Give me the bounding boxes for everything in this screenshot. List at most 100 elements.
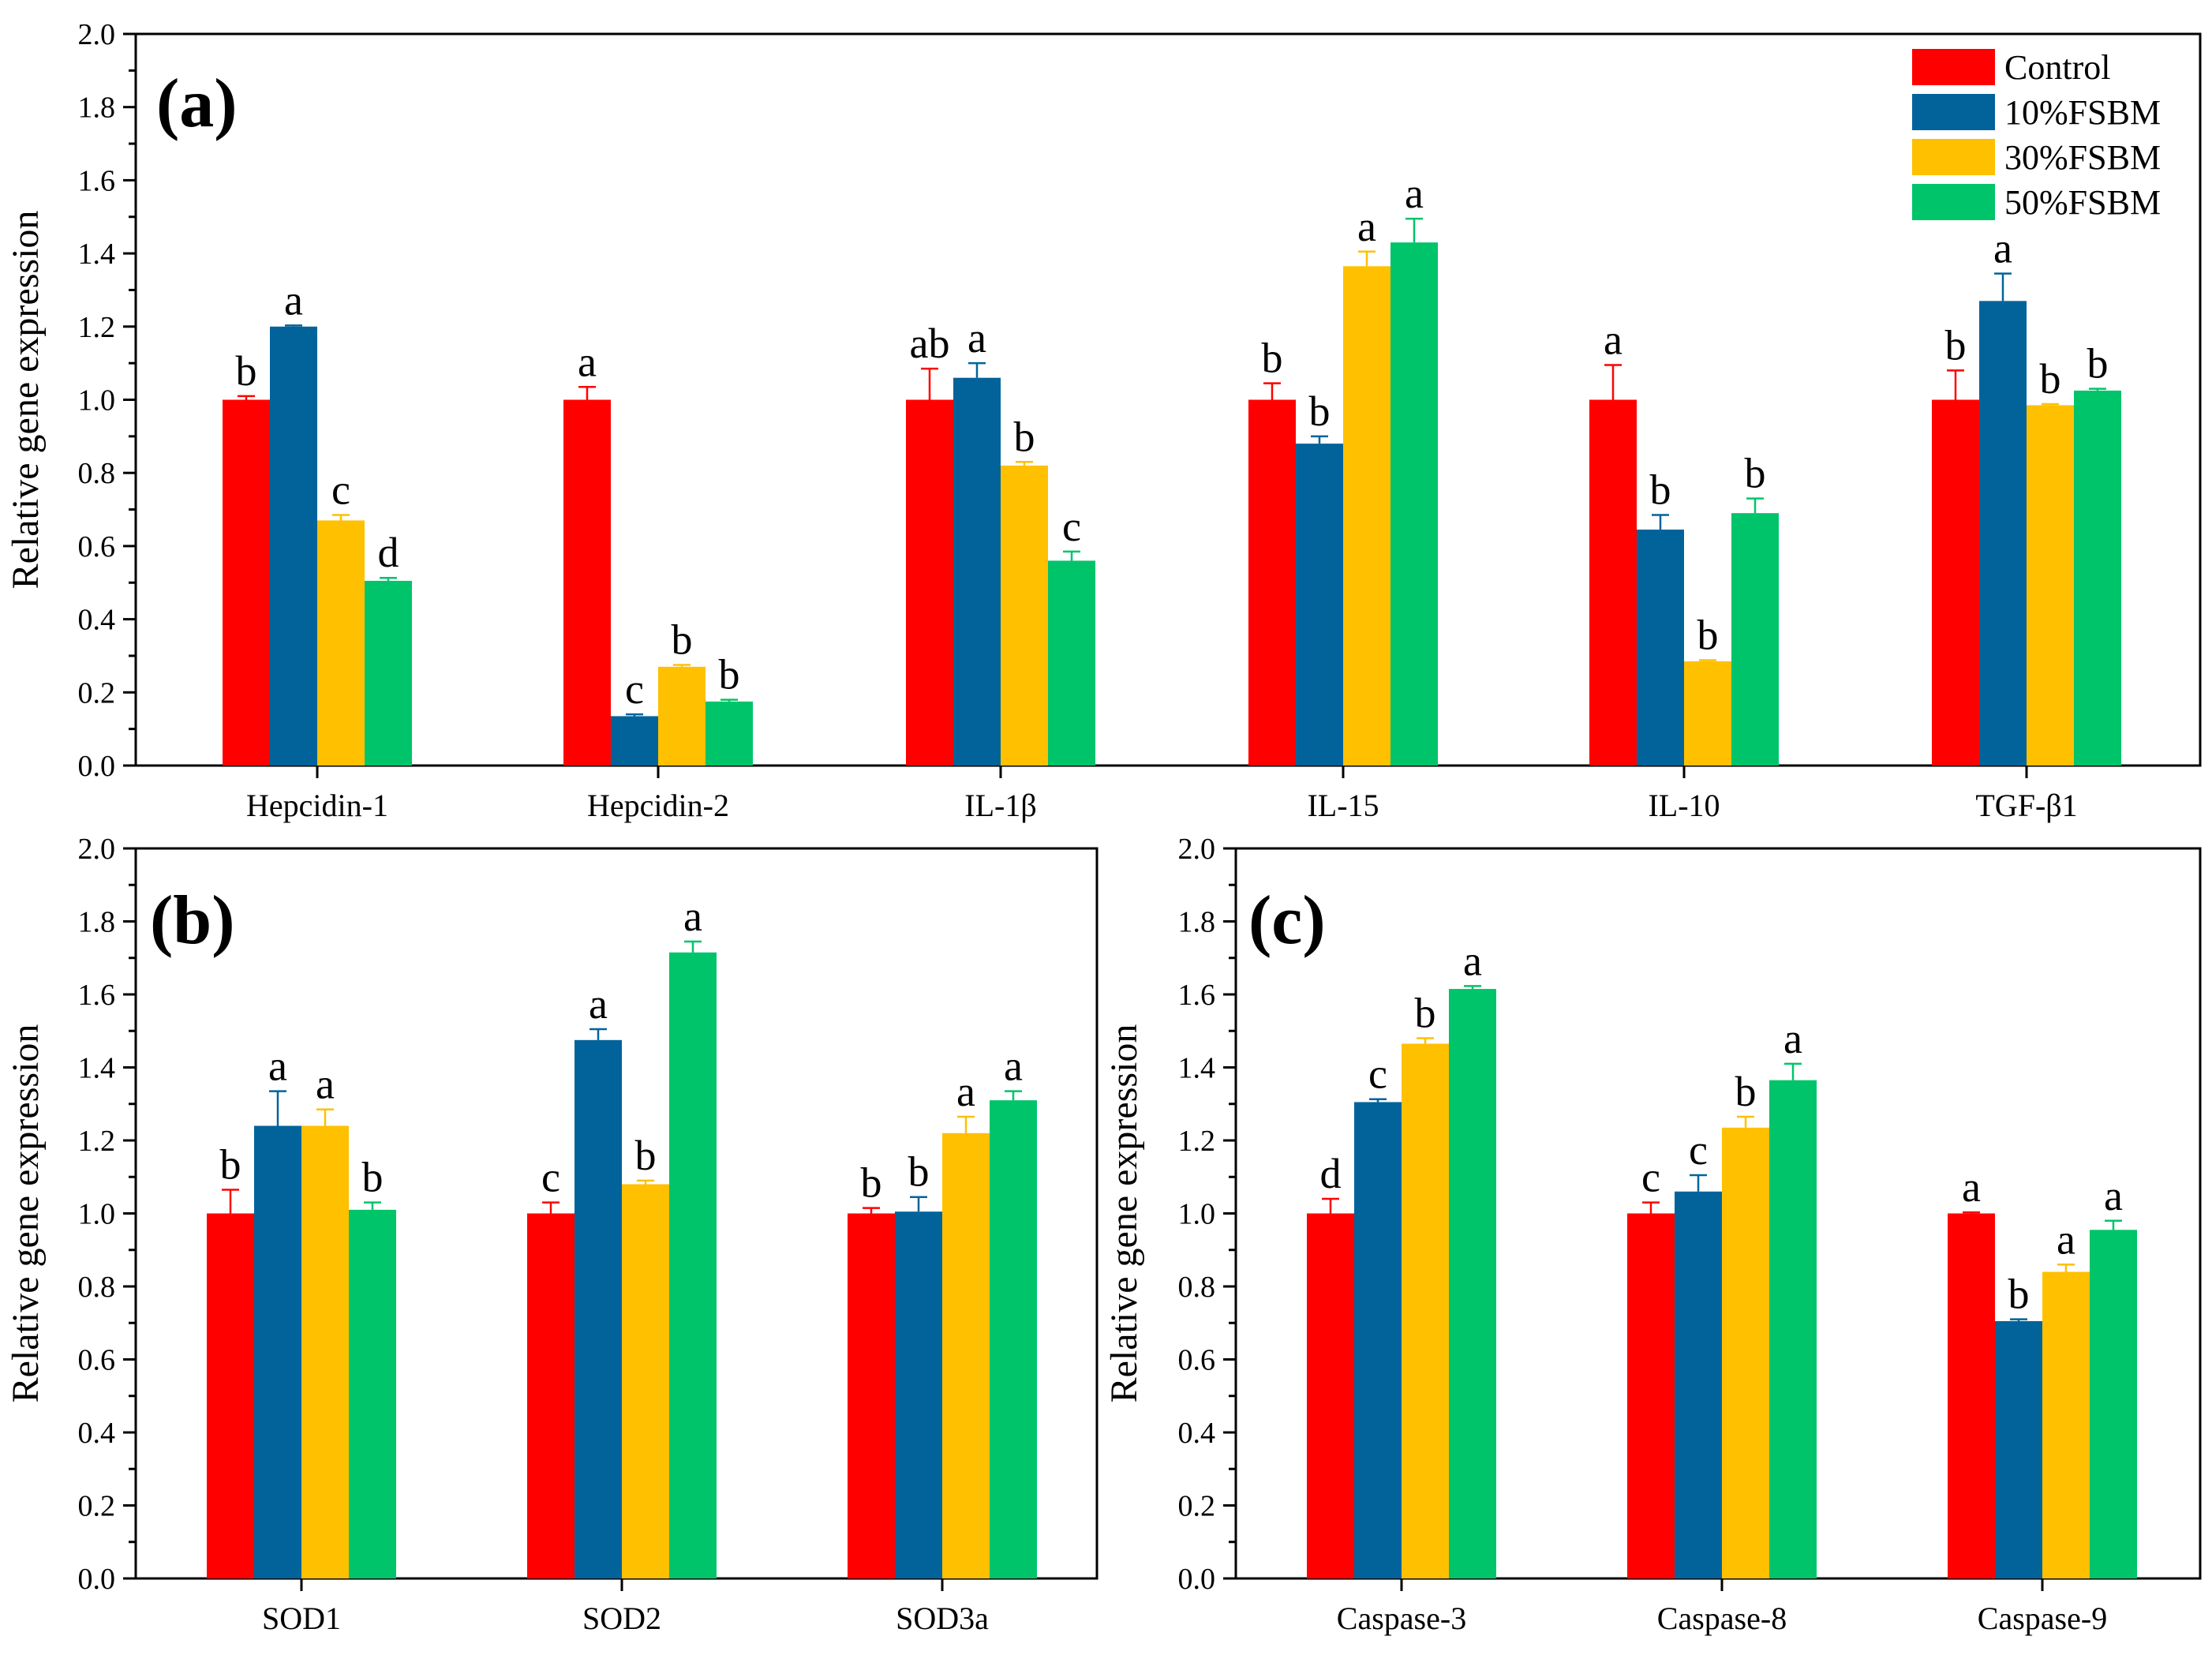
legend-swatch-control bbox=[1912, 49, 1995, 85]
y-axis-title: Relative gene expression bbox=[5, 1024, 47, 1403]
significance-letter: b bbox=[1735, 1068, 1757, 1115]
y-tick-label: 0.2 bbox=[78, 1490, 116, 1523]
y-tick-label: 0.2 bbox=[78, 676, 116, 710]
y-tick-label: 1.6 bbox=[78, 164, 116, 197]
significance-letter: c bbox=[1062, 503, 1081, 550]
significance-letter: a bbox=[578, 338, 597, 385]
bar-il-1-30-fsbm bbox=[1001, 465, 1048, 766]
bar-sod2-control bbox=[527, 1213, 575, 1578]
significance-letter: b bbox=[236, 347, 257, 395]
significance-letter: b bbox=[672, 616, 693, 664]
significance-letter: c bbox=[625, 665, 644, 713]
bar-il-15-50-fsbm bbox=[1390, 242, 1438, 766]
bar-tgf-1-10-fsbm bbox=[1979, 301, 2027, 766]
significance-letter: a bbox=[2104, 1172, 2123, 1219]
bar-caspase-8-30-fsbm bbox=[1722, 1127, 1769, 1578]
significance-letter: b bbox=[1309, 388, 1331, 435]
y-tick-label: 0.4 bbox=[1178, 1417, 1216, 1450]
significance-letter: a bbox=[268, 1043, 287, 1090]
x-tick-label-il-1: IL-1β bbox=[964, 788, 1036, 823]
y-tick-label: 1.0 bbox=[78, 1198, 116, 1231]
significance-letter: a bbox=[1993, 225, 2012, 272]
y-tick-label: 1.6 bbox=[78, 979, 116, 1012]
bar-il-15-10-fsbm bbox=[1296, 444, 1343, 766]
y-tick-label: 2.0 bbox=[78, 833, 116, 866]
bar-sod1-50-fsbm bbox=[349, 1209, 396, 1578]
y-tick-label: 0.8 bbox=[1178, 1271, 1216, 1304]
significance-letter: a bbox=[316, 1061, 335, 1108]
legend-label-10-fsbm: 10%FSBM bbox=[2004, 93, 2161, 132]
bar-sod1-control bbox=[207, 1213, 254, 1578]
bar-caspase-9-control bbox=[1948, 1213, 1995, 1578]
x-tick-label-il-10: IL-10 bbox=[1648, 788, 1720, 823]
significance-letter: b bbox=[2040, 355, 2061, 403]
y-tick-label: 0.4 bbox=[78, 1417, 116, 1450]
bar-caspase-3-control bbox=[1307, 1213, 1354, 1578]
significance-letter: c bbox=[331, 466, 350, 514]
significance-letter: a bbox=[589, 980, 608, 1028]
significance-letter: b bbox=[1415, 990, 1436, 1037]
bar-hepcidin-2-control bbox=[563, 399, 611, 766]
significance-letter: d bbox=[378, 529, 399, 576]
significance-letter: b bbox=[861, 1159, 882, 1207]
bar-caspase-3-30-fsbm bbox=[1402, 1043, 1449, 1578]
significance-letter: a bbox=[1463, 937, 1482, 984]
significance-letter: a bbox=[2057, 1215, 2075, 1263]
significance-letter: b bbox=[719, 651, 740, 698]
significance-letter: ab bbox=[910, 320, 950, 367]
significance-letter: b bbox=[908, 1148, 930, 1196]
y-tick-label: 2.0 bbox=[1178, 833, 1216, 866]
bar-il-10-30-fsbm bbox=[1684, 661, 1731, 766]
y-tick-label: 0.4 bbox=[78, 604, 116, 637]
panel-label: (c) bbox=[1248, 882, 1326, 959]
y-tick-label: 1.2 bbox=[78, 1125, 116, 1158]
legend-swatch-30-fsbm bbox=[1912, 139, 1995, 175]
y-tick-label: 1.4 bbox=[1178, 1052, 1216, 1085]
y-tick-label: 1.6 bbox=[1178, 979, 1216, 1012]
y-tick-label: 0.8 bbox=[78, 1271, 116, 1304]
significance-letter: a bbox=[1783, 1015, 1802, 1062]
y-tick-label: 0.6 bbox=[78, 1344, 116, 1377]
bar-sod1-30-fsbm bbox=[301, 1125, 349, 1578]
significance-letter: b bbox=[1745, 450, 1766, 497]
bar-hepcidin-1-control bbox=[223, 399, 270, 766]
bar-caspase-9-50-fsbm bbox=[2090, 1230, 2137, 1578]
panel-a: 0.0 0.2 0.4 0.6 0.8 1.0 1.2 1.4 1.6 1.8 2.0 Relativ… bbox=[5, 18, 2202, 823]
significance-letter: b bbox=[1014, 413, 1035, 460]
y-tick-label: 1.0 bbox=[1178, 1198, 1216, 1231]
panel-label: (a) bbox=[156, 66, 238, 142]
bar-sod3a-30-fsbm bbox=[942, 1133, 990, 1578]
bar-sod1-10-fsbm bbox=[254, 1125, 301, 1578]
significance-letter: b bbox=[1650, 466, 1671, 514]
bar-caspase-8-10-fsbm bbox=[1675, 1191, 1722, 1578]
y-tick-label: 1.2 bbox=[1178, 1125, 1216, 1158]
y-tick-label: 0.0 bbox=[78, 750, 116, 783]
significance-letter: a bbox=[1962, 1163, 1981, 1211]
bar-hepcidin-2-50-fsbm bbox=[706, 701, 753, 766]
y-axis-title: Relative gene expression bbox=[1103, 1024, 1145, 1403]
legend-swatch-10-fsbm bbox=[1912, 94, 1995, 130]
bar-hepcidin-1-10-fsbm bbox=[270, 326, 317, 766]
legend-label-30-fsbm: 30%FSBM bbox=[2004, 138, 2161, 177]
significance-letter: b bbox=[635, 1132, 657, 1179]
bar-il-1-control bbox=[906, 399, 953, 766]
y-tick-label: 1.0 bbox=[78, 384, 116, 417]
bar-sod2-30-fsbm bbox=[622, 1184, 669, 1578]
y-tick-label: 0.2 bbox=[1178, 1490, 1216, 1523]
bar-hepcidin-1-30-fsbm bbox=[317, 520, 365, 766]
bar-il-1-50-fsbm bbox=[1048, 560, 1095, 766]
bar-sod2-10-fsbm bbox=[575, 1039, 622, 1578]
x-tick-label-il-15: IL-15 bbox=[1307, 788, 1379, 823]
y-tick-label: 0.6 bbox=[78, 530, 116, 564]
bar-hepcidin-2-30-fsbm bbox=[658, 666, 706, 766]
y-tick-label: 1.2 bbox=[78, 311, 116, 344]
significance-letter: a bbox=[956, 1068, 975, 1115]
legend-label-control: Control bbox=[2004, 48, 2110, 87]
x-tick-label-tgf-1: TGF-β1 bbox=[1975, 788, 2077, 823]
significance-letter: c bbox=[1368, 1050, 1387, 1098]
bar-caspase-9-30-fsbm bbox=[2042, 1271, 2090, 1578]
bar-il-10-50-fsbm bbox=[1731, 513, 1779, 766]
legend-label-50-fsbm: 50%FSBM bbox=[2004, 183, 2161, 222]
significance-letter: a bbox=[1004, 1043, 1023, 1090]
